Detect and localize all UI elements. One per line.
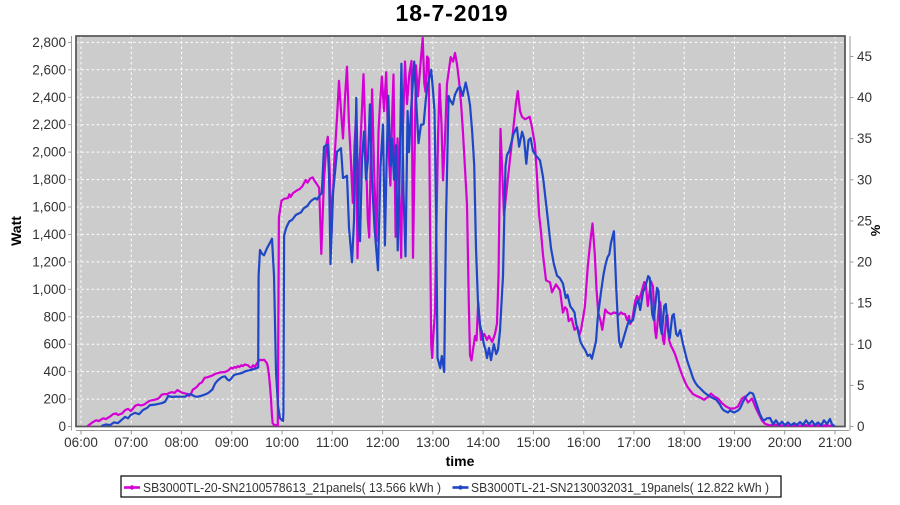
svg-text:15:00: 15:00 <box>517 435 551 450</box>
svg-text:17:00: 17:00 <box>617 435 651 450</box>
svg-text:30: 30 <box>857 172 872 187</box>
svg-text:08:00: 08:00 <box>165 435 199 450</box>
svg-text:0: 0 <box>58 419 66 434</box>
svg-text:5: 5 <box>857 378 865 393</box>
svg-text:10: 10 <box>857 337 872 352</box>
svg-text:400: 400 <box>43 364 66 379</box>
svg-text:600: 600 <box>43 337 66 352</box>
svg-text:2,800: 2,800 <box>32 35 66 50</box>
svg-text:1,600: 1,600 <box>32 200 66 215</box>
svg-text:1,800: 1,800 <box>32 172 66 187</box>
svg-text:2,400: 2,400 <box>32 90 66 105</box>
svg-text:200: 200 <box>43 392 66 407</box>
svg-text:20: 20 <box>857 255 872 270</box>
svg-text:09:00: 09:00 <box>215 435 249 450</box>
svg-text:Watt: Watt <box>8 216 24 246</box>
svg-text:15: 15 <box>857 296 872 311</box>
svg-text:800: 800 <box>43 309 66 324</box>
svg-text:18-7-2019: 18-7-2019 <box>396 0 509 26</box>
svg-text:18:00: 18:00 <box>667 435 701 450</box>
svg-text:SB3000TL-21-SN2130032031_19pan: SB3000TL-21-SN2130032031_19panels( 12.82… <box>471 480 769 495</box>
svg-text:1,200: 1,200 <box>32 254 66 269</box>
svg-text:20:00: 20:00 <box>768 435 802 450</box>
svg-text:35: 35 <box>857 131 872 146</box>
svg-text:%: % <box>868 224 883 236</box>
svg-text:2,200: 2,200 <box>32 117 66 132</box>
svg-text:14:00: 14:00 <box>466 435 500 450</box>
svg-text:1,400: 1,400 <box>32 227 66 242</box>
svg-text:19:00: 19:00 <box>718 435 752 450</box>
svg-text:time: time <box>446 453 475 469</box>
svg-text:10:00: 10:00 <box>265 435 299 450</box>
svg-text:0: 0 <box>857 419 865 434</box>
svg-text:21:00: 21:00 <box>818 435 852 450</box>
svg-text:07:00: 07:00 <box>114 435 148 450</box>
svg-text:12:00: 12:00 <box>366 435 400 450</box>
svg-text:11:00: 11:00 <box>316 435 349 450</box>
svg-text:13:00: 13:00 <box>416 435 450 450</box>
svg-text:SB3000TL-20-SN2100578613_21pan: SB3000TL-20-SN2100578613_21panels( 13.56… <box>143 480 441 495</box>
svg-text:25: 25 <box>857 213 872 228</box>
svg-text:2,000: 2,000 <box>32 145 66 160</box>
svg-text:06:00: 06:00 <box>64 435 98 450</box>
svg-text:40: 40 <box>857 90 872 105</box>
svg-text:2,600: 2,600 <box>32 62 66 77</box>
svg-text:45: 45 <box>857 49 872 64</box>
svg-text:16:00: 16:00 <box>567 435 601 450</box>
svg-text:1,000: 1,000 <box>32 282 66 297</box>
